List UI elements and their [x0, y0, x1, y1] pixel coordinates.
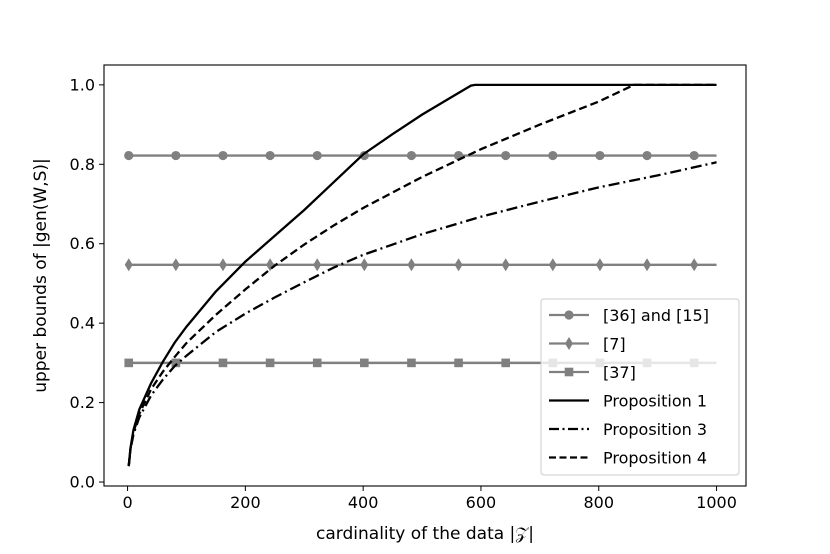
- x-tick-label-2: 400: [348, 493, 379, 512]
- legend-label-proposition-1: Proposition 1: [603, 392, 707, 411]
- data-point-7-7: [454, 258, 463, 272]
- series-7: [124, 258, 717, 272]
- data-point-7-5: [360, 258, 369, 272]
- legend: [36] and [15] [7] [37] Proposition 1 Proposi…: [540, 298, 740, 476]
- y-tick-label-1: 0.2: [70, 393, 95, 412]
- x-tick-label-1: 200: [230, 493, 261, 512]
- data-point-7-9: [548, 258, 557, 272]
- legend-marker-36-and-15: [564, 310, 574, 320]
- data-point-37-0: [124, 358, 134, 368]
- series-proposition-4: [127, 83, 717, 467]
- data-point-7-11: [643, 258, 652, 272]
- data-point-37-3: [265, 358, 275, 368]
- data-point-7-10: [595, 258, 604, 272]
- data-point-37-4: [312, 358, 322, 368]
- legend-label-36-and-15: [36] and [15]: [603, 306, 709, 325]
- data-point-7-12: [690, 258, 699, 272]
- legend-label-proposition-3: Proposition 3: [603, 420, 707, 439]
- x-tick-label-3: 600: [466, 493, 497, 512]
- series-line-proposition-4: [127, 83, 717, 467]
- y-tick-label-3: 0.6: [70, 234, 95, 253]
- y-tick-label-4: 0.8: [70, 155, 95, 174]
- legend-marker-37: [564, 367, 574, 377]
- legend-marker-7: [565, 337, 573, 350]
- data-point-7-6: [407, 258, 416, 272]
- y-tick-label-0: 0.0: [70, 473, 95, 492]
- data-point-36-and-15-12: [689, 150, 699, 161]
- x-tick-label-0: 0: [122, 493, 132, 512]
- data-point-37-5: [360, 358, 369, 368]
- data-point-37-6: [407, 358, 416, 368]
- axes: 0 200 400 600 800 1000 0.0 0.2 0.4 0.6 0.8 1.0: [70, 64, 747, 512]
- data-point-36-and-15-1: [171, 150, 181, 161]
- series-proposition-1: [127, 83, 717, 466]
- data-point-36-and-15-4: [312, 150, 322, 161]
- data-point-7-4: [313, 258, 322, 272]
- data-point-36-and-15-8: [501, 150, 511, 161]
- plot-area: [124, 83, 717, 467]
- series-group: [124, 83, 717, 467]
- data-point-36-and-15-10: [595, 150, 605, 161]
- series-proposition-3: [127, 161, 717, 467]
- legend-label-7: [7]: [603, 335, 626, 354]
- plot-frame: [103, 64, 747, 487]
- data-point-36-and-15-9: [548, 150, 558, 161]
- y-tick-label-5: 1.0: [70, 75, 95, 94]
- data-point-7-8: [501, 258, 510, 272]
- x-axis-label: cardinality of the data |𝒵|: [316, 524, 534, 544]
- data-point-36-and-15-0: [124, 150, 134, 161]
- legend-label-37: [37]: [603, 363, 636, 382]
- data-point-36-and-15-6: [406, 150, 417, 161]
- legend-box: [540, 298, 740, 476]
- series-36-and-15: [124, 150, 717, 161]
- legend-label-proposition-4: Proposition 4: [603, 449, 707, 468]
- y-tick-label-2: 0.4: [70, 314, 95, 333]
- data-point-7-1: [171, 258, 180, 272]
- y-axis-label: upper bounds of |gen(W,S)|: [31, 158, 51, 393]
- data-point-37-1: [171, 358, 181, 368]
- data-point-7-0: [124, 258, 133, 272]
- x-tick-label-4: 800: [583, 493, 614, 512]
- x-tick-label-5: 1000: [696, 493, 737, 512]
- data-point-36-and-15-3: [265, 150, 275, 161]
- data-point-37-7: [454, 358, 463, 368]
- series-line-proposition-1: [127, 83, 717, 466]
- data-point-36-and-15-11: [642, 150, 652, 161]
- data-point-36-and-15-2: [218, 150, 228, 161]
- data-point-37-2: [218, 358, 228, 368]
- series-line-proposition-3: [127, 161, 717, 467]
- data-point-37-8: [501, 358, 510, 368]
- data-point-7-2: [218, 258, 227, 272]
